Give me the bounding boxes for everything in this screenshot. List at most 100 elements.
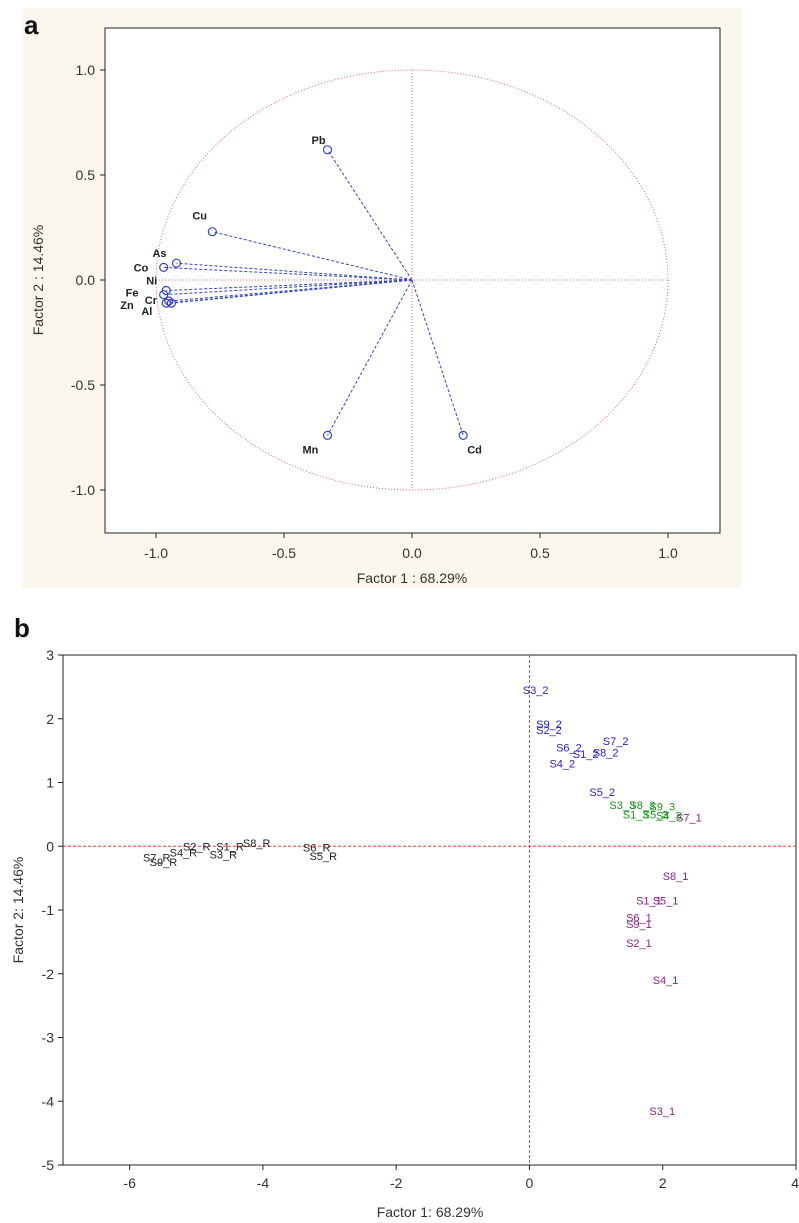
sample-label-s1-1: S1_1	[636, 895, 662, 907]
loading-vector-cu	[212, 231, 413, 281]
panel-a-letter: a	[24, 10, 39, 40]
variable-label-al: Al	[141, 306, 152, 318]
loading-point-fe	[159, 290, 169, 300]
y-tick-label: -5	[42, 1157, 55, 1173]
variable-label-cu: Cu	[192, 211, 207, 223]
loading-vector-fe	[163, 279, 413, 296]
panel-a-y-axis-label: Factor 2 : 14.46%	[30, 225, 46, 336]
x-tick-label: 0	[526, 1175, 534, 1191]
sample-label-s7-r: S7_R	[143, 853, 171, 865]
y-tick-label: 0.5	[76, 167, 96, 183]
variable-label-fe: Fe	[126, 288, 139, 300]
variable-label-as: As	[152, 248, 166, 260]
sample-label-s5-r: S5_R	[310, 851, 338, 863]
loading-point-cu	[207, 227, 217, 237]
panel-b-content: S2_R S1_R S8_R S6_RS5_R S3_R S4_RS7_RS9_R S3_2…	[63, 655, 796, 1165]
panel-b-letter: b	[14, 613, 30, 643]
y-tick-label: 0.0	[76, 272, 96, 288]
y-tick-label: -0.5	[71, 377, 95, 393]
x-tick-label: 0.0	[402, 545, 422, 561]
sample-label-s7-1: S7_1	[676, 813, 702, 825]
x-tick-label: -2	[390, 1175, 403, 1191]
loading-vector-co	[163, 266, 413, 281]
panel-a-x-ticks: -1.0 -0.5 0.0 0.5 1.0	[144, 533, 678, 561]
sample-label-s8-1: S8_1	[663, 871, 689, 883]
variable-label-pb: Pb	[312, 135, 326, 147]
panel-b-y-ticks: 3 2 1 0 -1 -2 -3 -4 -5	[42, 647, 63, 1173]
sample-label-s8-r: S8_R	[243, 838, 271, 850]
variable-label-cr: Cr	[145, 295, 158, 307]
loading-point-pb	[322, 145, 333, 155]
loading-point-zn	[161, 298, 171, 308]
series-group-R: S2_R S1_R S8_R S6_RS5_R S3_R S4_RS7_RS9_R	[143, 838, 337, 869]
x-tick-label: 4	[791, 1175, 799, 1191]
x-tick-label: 2	[659, 1175, 667, 1191]
sample-label-s8-3: S8_3	[629, 800, 655, 812]
sample-label-s1-3: S1_3	[623, 809, 649, 821]
y-tick-label: 1	[46, 775, 54, 791]
sample-label-s1-r: S1_R	[216, 841, 244, 853]
loading-vector-ni	[166, 279, 413, 291]
sample-label-s8-2: S8_2	[593, 748, 619, 760]
loading-vector-pb	[327, 149, 413, 281]
y-tick-label: -2	[42, 966, 55, 982]
y-tick-label: 0	[46, 838, 54, 854]
sample-label-s6-2: S6_2	[556, 742, 582, 754]
unit-circle	[155, 69, 669, 491]
series-group-2: S3_2 S9_2S2_2 S7_2 S6_2S1_2S8_2 S4_2 S5_2	[523, 685, 629, 799]
panel-b-y-axis-label: Factor 2: 14.46%	[10, 857, 26, 964]
panel-b-x-axis-label: Factor 1: 68.29%	[377, 1204, 484, 1220]
loading-vector-as	[176, 262, 413, 281]
loading-point-cr	[164, 296, 174, 306]
sample-label-s4-2: S4_2	[549, 758, 575, 770]
sample-label-s9-1: S9_1	[626, 919, 652, 931]
loading-vector-cd	[411, 279, 464, 436]
loading-vector-al	[171, 279, 413, 304]
y-tick-label: -1.0	[71, 482, 95, 498]
panel-a-x-axis-label: Factor 1 : 68.29%	[357, 570, 468, 586]
sample-label-s4-r: S4_R	[170, 848, 198, 860]
y-tick-label: 3	[46, 647, 54, 663]
sample-label-s1-2: S1_2	[573, 749, 599, 761]
sample-label-s2-2: S2_2	[536, 725, 562, 737]
variable-label-ni: Ni	[146, 276, 157, 288]
sample-label-s3-3: S3_3	[609, 800, 635, 812]
x-tick-label: 0.5	[530, 545, 550, 561]
sample-label-s3-2: S3_2	[523, 685, 549, 697]
sample-label-s9-r: S9_R	[150, 857, 178, 869]
y-tick-label: -1	[42, 902, 55, 918]
series-group-1: S7_1 S8_1S1_1S5_1S6_1S9_1 S2_1 S4_1 S3_1	[626, 813, 702, 1118]
sample-label-s6-1: S6_1	[626, 913, 652, 925]
panel-b-x-ticks: -6 -4 -2 0 2 4	[123, 1165, 799, 1191]
panel-b-plot-area	[62, 654, 797, 1166]
series-group-3: S3_3S8_3S9_3S1_3S5_3S4_3	[609, 800, 681, 823]
sample-label-s6-r: S6_R	[303, 843, 331, 855]
x-tick-label: -1.0	[144, 545, 168, 561]
loading-point-al	[166, 298, 176, 308]
sample-label-s2-r: S2_R	[183, 841, 211, 853]
x-tick-label: -6	[123, 1175, 136, 1191]
loading-point-as	[171, 258, 182, 268]
variable-label-zn: Zn	[120, 300, 134, 312]
sample-label-s5-3: S5_3	[643, 809, 669, 821]
variable-label-mn: Mn	[303, 444, 319, 456]
loading-vector-mn	[327, 279, 413, 436]
x-tick-label: -4	[257, 1175, 270, 1191]
loading-point-mn	[322, 430, 333, 440]
x-tick-label: 1.0	[658, 545, 678, 561]
x-tick-label: -0.5	[272, 545, 296, 561]
sample-label-s2-1: S2_1	[626, 938, 652, 950]
sample-label-s5-1: S5_1	[653, 895, 679, 907]
loading-point-co	[159, 262, 169, 272]
sample-label-s4-1: S4_1	[653, 975, 679, 987]
y-tick-label: 2	[46, 711, 54, 727]
sample-label-s9-2: S9_2	[536, 719, 562, 731]
panel-b: b S2_R S1_R S8_R S6_RS5_R S3_R S4_RS7_RS9_R S3…	[10, 613, 799, 1220]
loading-point-cd	[458, 430, 468, 440]
variable-label-cd: Cd	[467, 444, 482, 456]
sample-label-s4-3: S4_3	[656, 811, 682, 823]
variable-label-co: Co	[134, 262, 149, 274]
